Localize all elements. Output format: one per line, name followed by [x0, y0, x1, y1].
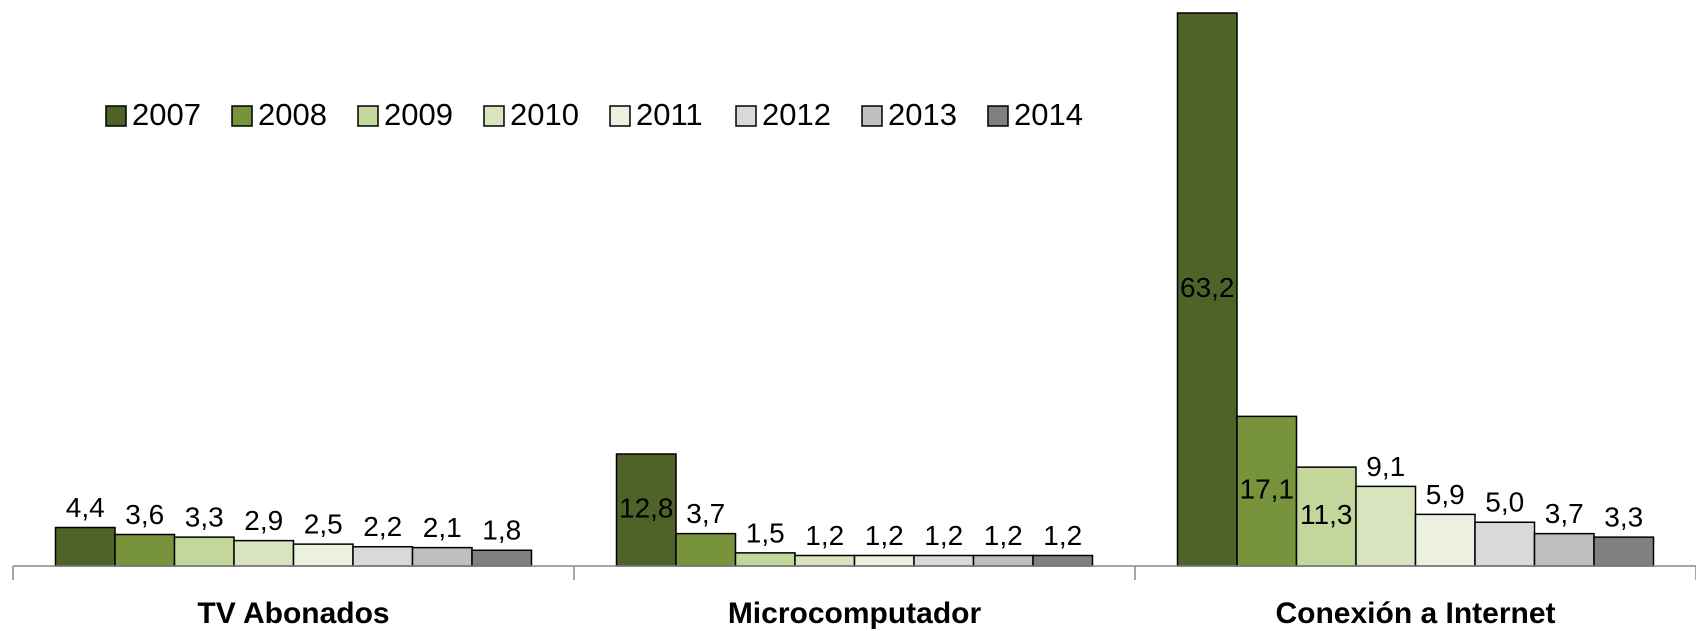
- data-label: 3,6: [125, 499, 164, 530]
- x-tick-label: Microcomputador: [728, 597, 982, 630]
- data-label: 1,8: [482, 515, 521, 546]
- data-label: 1,2: [984, 520, 1023, 551]
- legend-label: 2012: [762, 97, 831, 132]
- data-label: 3,7: [1545, 498, 1584, 529]
- data-label: 1,2: [1043, 520, 1082, 551]
- legend-swatch: [609, 105, 631, 127]
- legend-swatch: [987, 105, 1009, 127]
- bar: [233, 539, 295, 567]
- bar: [1032, 554, 1094, 567]
- bar: [1533, 532, 1595, 567]
- x-tick-label: TV Abonados: [197, 597, 389, 630]
- data-label: 2,1: [423, 512, 462, 543]
- data-label: 12,8: [619, 492, 674, 523]
- bar: [675, 532, 737, 567]
- legend-label: 2007: [132, 97, 201, 132]
- bar: [411, 546, 473, 567]
- legend-label: 2014: [1014, 97, 1083, 132]
- data-label: 3,7: [686, 498, 725, 529]
- data-label: 3,3: [1604, 502, 1643, 533]
- data-label: 17,1: [1240, 474, 1295, 505]
- data-label: 5,0: [1485, 487, 1524, 518]
- bar: [615, 453, 677, 567]
- data-label: 1,2: [805, 520, 844, 551]
- x-tick-label: Conexión a Internet: [1275, 597, 1555, 630]
- bar: [1414, 513, 1476, 567]
- bar: [1474, 521, 1536, 567]
- bar: [1176, 12, 1238, 567]
- bar: [734, 552, 796, 567]
- legend-label: 2011: [636, 97, 703, 132]
- bar: [794, 554, 856, 567]
- data-label: 1,2: [865, 520, 904, 551]
- bar: [352, 546, 414, 567]
- bar: [292, 543, 354, 567]
- data-label: 5,9: [1426, 479, 1465, 510]
- bar: [1236, 415, 1298, 567]
- bar: [1593, 536, 1655, 567]
- legend-swatch: [357, 105, 379, 127]
- bar: [54, 526, 116, 567]
- bar: [114, 533, 176, 567]
- data-label: 3,3: [185, 502, 224, 533]
- bar: [913, 554, 975, 567]
- legend-label: 2010: [510, 97, 579, 132]
- legend-swatch: [861, 105, 883, 127]
- legend-swatch: [105, 105, 127, 127]
- legend-swatch: [735, 105, 757, 127]
- data-label: 63,2: [1180, 272, 1235, 303]
- data-label: 4,4: [66, 492, 105, 523]
- legend-swatch: [231, 105, 253, 127]
- legend-label: 2008: [258, 97, 327, 132]
- data-label: 1,2: [924, 520, 963, 551]
- legend-label: 2009: [384, 97, 453, 132]
- legend-label: 2013: [888, 97, 957, 132]
- data-label: 9,1: [1366, 451, 1405, 482]
- bar: [972, 554, 1034, 567]
- bar: [471, 549, 533, 567]
- bar: [1355, 485, 1417, 567]
- bar: [853, 554, 915, 567]
- data-label: 1,5: [746, 517, 785, 548]
- legend-swatch: [483, 105, 505, 127]
- data-label: 2,5: [304, 509, 343, 540]
- data-label: 11,3: [1300, 499, 1352, 530]
- data-label: 2,2: [363, 511, 402, 542]
- data-label: 2,9: [244, 505, 283, 536]
- bar: [173, 536, 235, 567]
